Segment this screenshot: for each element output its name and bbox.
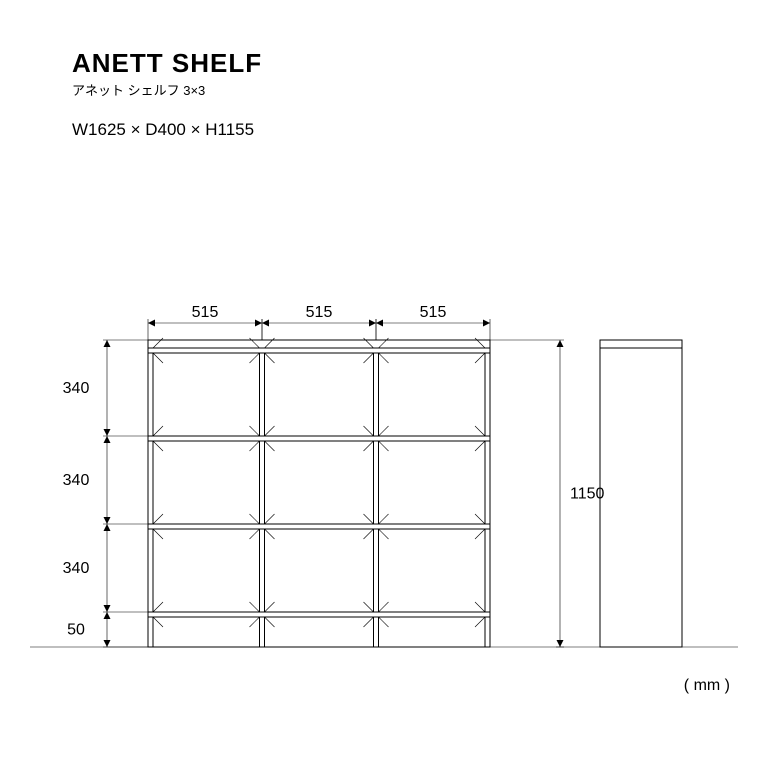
- svg-text:340: 340: [63, 472, 90, 489]
- svg-text:50: 50: [67, 622, 85, 639]
- svg-text:515: 515: [306, 304, 333, 321]
- svg-text:340: 340: [63, 380, 90, 397]
- svg-text:515: 515: [192, 304, 219, 321]
- svg-text:1150: 1150: [570, 486, 605, 503]
- svg-text:340: 340: [63, 560, 90, 577]
- svg-text:( mm ): ( mm ): [684, 677, 730, 694]
- technical-drawing: 515 515 515 340 340 340 50 1150 ( mm ): [0, 0, 768, 768]
- svg-text:515: 515: [420, 304, 447, 321]
